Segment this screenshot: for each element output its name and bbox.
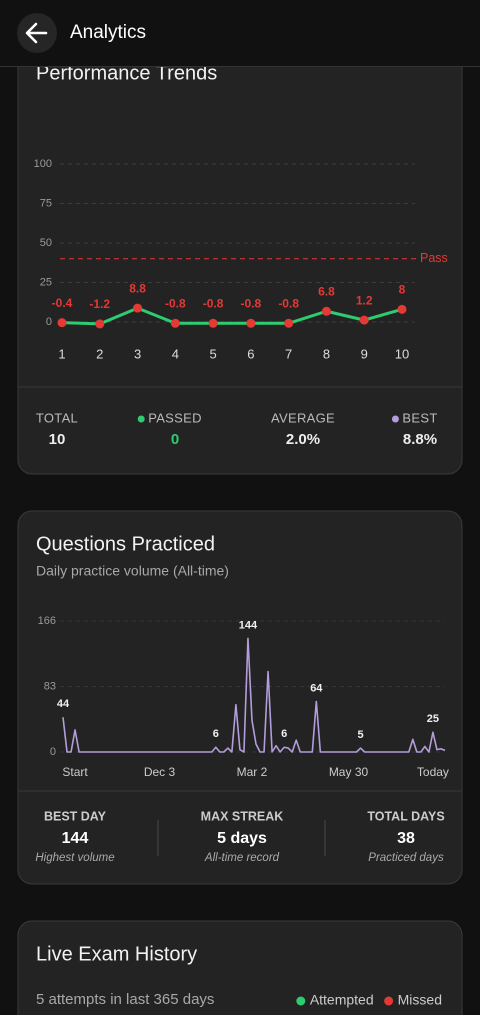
data-label: -1.2 bbox=[89, 297, 110, 311]
stat-marker bbox=[391, 415, 399, 423]
y-tick-label: 0 bbox=[50, 746, 56, 758]
stat-value: 10 bbox=[49, 431, 66, 448]
back-icon bbox=[25, 22, 48, 44]
stat-label: TOTAL bbox=[36, 410, 78, 425]
data-point bbox=[170, 318, 180, 328]
legend-dot bbox=[384, 996, 394, 1006]
data-point bbox=[359, 315, 369, 325]
stat-label: TOTAL DAYS bbox=[367, 809, 444, 823]
x-tick-label: 2 bbox=[96, 346, 103, 361]
stat-label: BEST bbox=[402, 410, 437, 425]
card-subtitle: Daily practice volume (All-time) bbox=[36, 563, 229, 579]
data-label: 8.8 bbox=[129, 281, 146, 295]
x-tick-label: Today bbox=[417, 765, 449, 779]
stat-value: 2.0% bbox=[286, 431, 320, 448]
app-bar: Analytics bbox=[0, 0, 480, 67]
stat-value: 38 bbox=[397, 830, 415, 847]
stat-label: PASSED bbox=[148, 410, 202, 425]
stat-label: MAX STREAK bbox=[201, 809, 284, 823]
data-label: 1.2 bbox=[356, 293, 373, 307]
data-point bbox=[397, 304, 407, 314]
x-tick-label: 3 bbox=[134, 346, 141, 361]
app-title: Analytics bbox=[70, 22, 146, 43]
y-tick-label: 83 bbox=[44, 680, 56, 692]
y-tick-label: 25 bbox=[40, 276, 52, 288]
volume-line bbox=[62, 637, 446, 753]
card-title: Live Exam History bbox=[36, 943, 197, 965]
stat-note: Highest volume bbox=[35, 852, 114, 864]
x-tick-label: Start bbox=[62, 765, 88, 779]
x-tick-label: 5 bbox=[209, 346, 216, 361]
legend-label: Attempted bbox=[310, 992, 374, 1008]
legend-label: Missed bbox=[398, 992, 442, 1008]
stat-value: 8.8% bbox=[403, 431, 437, 448]
card-title: Performance Trends bbox=[36, 62, 217, 84]
x-tick-label: 4 bbox=[172, 346, 179, 361]
data-point bbox=[95, 319, 105, 329]
trend-line bbox=[61, 306, 403, 326]
y-tick-label: 75 bbox=[40, 197, 52, 209]
trends-card bbox=[17, 19, 463, 475]
data-label: 64 bbox=[310, 682, 323, 694]
data-label: -0.8 bbox=[241, 296, 262, 310]
data-label: 6.8 bbox=[318, 284, 335, 298]
data-label: -0.8 bbox=[278, 296, 299, 310]
data-label: 6 bbox=[281, 728, 287, 740]
pass-label: Pass bbox=[420, 251, 448, 265]
x-tick-label: 9 bbox=[361, 346, 368, 361]
x-tick-label: 8 bbox=[323, 346, 330, 361]
data-label: 25 bbox=[427, 713, 439, 725]
data-point bbox=[284, 318, 294, 328]
card-title: Questions Practiced bbox=[36, 533, 215, 555]
data-point bbox=[246, 318, 256, 328]
stat-note: All-time record bbox=[204, 852, 280, 864]
data-label: 6 bbox=[213, 728, 219, 740]
data-label: -0.4 bbox=[52, 296, 73, 310]
data-label: 8 bbox=[399, 283, 406, 297]
data-point bbox=[208, 318, 218, 328]
x-tick-label: 7 bbox=[285, 346, 292, 361]
x-tick-label: 1 bbox=[58, 346, 65, 361]
stat-value: 5 days bbox=[217, 830, 267, 847]
y-tick-label: 100 bbox=[34, 158, 52, 170]
content: Performance Trends Questions Practiced D… bbox=[17, 19, 463, 1015]
data-point bbox=[57, 318, 67, 328]
data-label: 44 bbox=[57, 698, 70, 710]
card-subtitle: 5 attempts in last 365 days bbox=[36, 991, 214, 1008]
exam-card bbox=[17, 920, 463, 1015]
data-label: 144 bbox=[239, 619, 258, 631]
stat-value: 0 bbox=[171, 431, 179, 448]
data-point bbox=[133, 303, 143, 313]
legend-dot bbox=[296, 996, 306, 1006]
data-label: -0.8 bbox=[165, 296, 186, 310]
stat-marker bbox=[137, 415, 145, 423]
stat-label: BEST DAY bbox=[44, 809, 107, 823]
x-tick-label: May 30 bbox=[329, 765, 369, 779]
x-tick-label: Mar 2 bbox=[237, 765, 268, 779]
data-label: 5 bbox=[357, 729, 363, 741]
y-tick-label: 0 bbox=[46, 316, 52, 328]
stat-value: 144 bbox=[62, 830, 89, 847]
y-tick-label: 50 bbox=[40, 237, 52, 249]
x-tick-label: 6 bbox=[247, 346, 254, 361]
x-tick-label: Dec 3 bbox=[144, 765, 176, 779]
app-bar-bg bbox=[0, 0, 480, 66]
stat-label: AVERAGE bbox=[271, 410, 335, 425]
stat-note: Practiced days bbox=[368, 852, 444, 864]
data-point bbox=[321, 306, 331, 316]
x-tick-label: 10 bbox=[395, 346, 409, 361]
data-label: -0.8 bbox=[203, 296, 224, 310]
y-tick-label: 166 bbox=[38, 615, 56, 627]
